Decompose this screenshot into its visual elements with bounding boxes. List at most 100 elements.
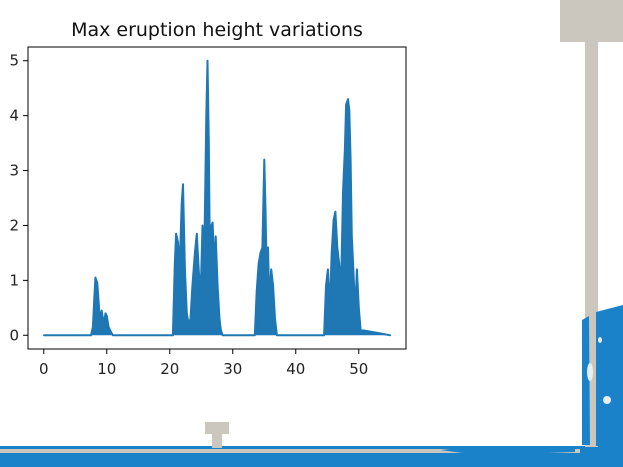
data-point bbox=[177, 241, 179, 243]
data-point bbox=[179, 263, 181, 265]
data-point bbox=[104, 312, 107, 315]
y-tick-label: 3 bbox=[9, 162, 19, 180]
data-point bbox=[266, 279, 268, 282]
data-point bbox=[184, 268, 186, 271]
series-area bbox=[43, 60, 391, 336]
x-tick-label: 0 bbox=[39, 360, 49, 378]
data-point bbox=[332, 219, 335, 221]
data-point bbox=[325, 285, 327, 287]
data-point bbox=[270, 268, 273, 271]
y-tick-label: 1 bbox=[9, 271, 19, 289]
data-point bbox=[106, 315, 108, 317]
y-axis-ticks: 0 1 2 3 4 5 bbox=[9, 52, 28, 344]
data-point bbox=[345, 103, 347, 106]
data-point bbox=[359, 329, 362, 331]
data-point bbox=[201, 224, 204, 227]
data-point bbox=[267, 246, 269, 249]
foam-spot bbox=[587, 363, 593, 381]
data-point bbox=[186, 312, 188, 315]
data-point bbox=[338, 263, 341, 265]
data-point bbox=[220, 329, 222, 331]
small-vent-cap bbox=[205, 422, 229, 434]
x-tick-label: 40 bbox=[286, 360, 305, 378]
data-point bbox=[268, 301, 271, 304]
data-point bbox=[216, 285, 219, 287]
geyser-head-block bbox=[560, 0, 623, 42]
data-point bbox=[264, 208, 267, 210]
data-point bbox=[92, 326, 94, 328]
data-point bbox=[90, 334, 92, 337]
series-marks bbox=[43, 59, 392, 337]
data-point bbox=[342, 191, 344, 194]
x-tick-label: 30 bbox=[223, 360, 242, 378]
data-point bbox=[340, 285, 342, 287]
data-point bbox=[254, 334, 256, 337]
plot-frame bbox=[27, 46, 407, 350]
data-point bbox=[205, 114, 208, 117]
data-point bbox=[209, 279, 211, 282]
data-point bbox=[358, 307, 360, 309]
data-point bbox=[182, 183, 184, 186]
data-point bbox=[206, 59, 209, 62]
data-point bbox=[187, 323, 190, 326]
data-point bbox=[99, 318, 101, 320]
column-water-left bbox=[582, 316, 590, 445]
data-point bbox=[389, 334, 392, 337]
data-point bbox=[353, 290, 356, 293]
data-point bbox=[214, 235, 217, 238]
data-point bbox=[107, 326, 110, 328]
data-point bbox=[110, 331, 112, 334]
x-tick-label: 10 bbox=[97, 360, 116, 378]
data-point bbox=[172, 334, 174, 337]
data-point bbox=[96, 282, 99, 284]
data-point bbox=[175, 232, 177, 235]
data-point bbox=[211, 221, 214, 224]
ground-line bbox=[0, 449, 580, 453]
data-point bbox=[347, 98, 349, 100]
y-tick-label: 4 bbox=[9, 107, 19, 125]
data-point bbox=[334, 210, 337, 213]
data-point bbox=[327, 268, 329, 271]
data-point bbox=[196, 232, 198, 235]
data-point bbox=[259, 252, 262, 254]
data-point bbox=[323, 334, 325, 337]
data-point bbox=[261, 246, 264, 249]
data-point bbox=[257, 263, 260, 265]
foam-spot bbox=[603, 396, 611, 404]
data-point bbox=[218, 318, 221, 320]
data-point bbox=[203, 246, 206, 249]
y-tick-label: 2 bbox=[9, 216, 19, 234]
data-point bbox=[352, 263, 354, 265]
data-point bbox=[255, 290, 258, 293]
data-point bbox=[210, 224, 213, 227]
shore-water-patch bbox=[440, 446, 575, 454]
data-point bbox=[208, 142, 210, 144]
data-point bbox=[93, 301, 95, 304]
data-point bbox=[112, 334, 114, 337]
x-axis-ticks: 0 10 20 30 40 50 bbox=[39, 349, 368, 378]
chart-title: Max eruption height variations bbox=[71, 19, 363, 41]
data-point bbox=[354, 301, 357, 304]
x-tick-label: 20 bbox=[160, 360, 179, 378]
data-point bbox=[336, 246, 339, 249]
data-point bbox=[197, 268, 200, 271]
data-point bbox=[100, 309, 103, 312]
x-tick-label: 50 bbox=[349, 360, 368, 378]
data-point bbox=[329, 307, 331, 309]
data-point bbox=[276, 334, 278, 337]
data-point bbox=[263, 158, 266, 161]
data-point bbox=[351, 235, 353, 238]
data-point bbox=[189, 318, 192, 320]
data-point bbox=[180, 202, 183, 205]
data-point bbox=[356, 268, 358, 271]
data-point bbox=[43, 334, 45, 337]
data-point bbox=[349, 158, 352, 161]
data-point bbox=[344, 147, 346, 150]
data-point bbox=[221, 334, 224, 337]
data-point bbox=[191, 285, 194, 287]
foam-spot bbox=[598, 337, 602, 343]
column-water-right bbox=[596, 305, 623, 446]
y-tick-label: 0 bbox=[9, 326, 19, 344]
data-point bbox=[199, 296, 202, 298]
